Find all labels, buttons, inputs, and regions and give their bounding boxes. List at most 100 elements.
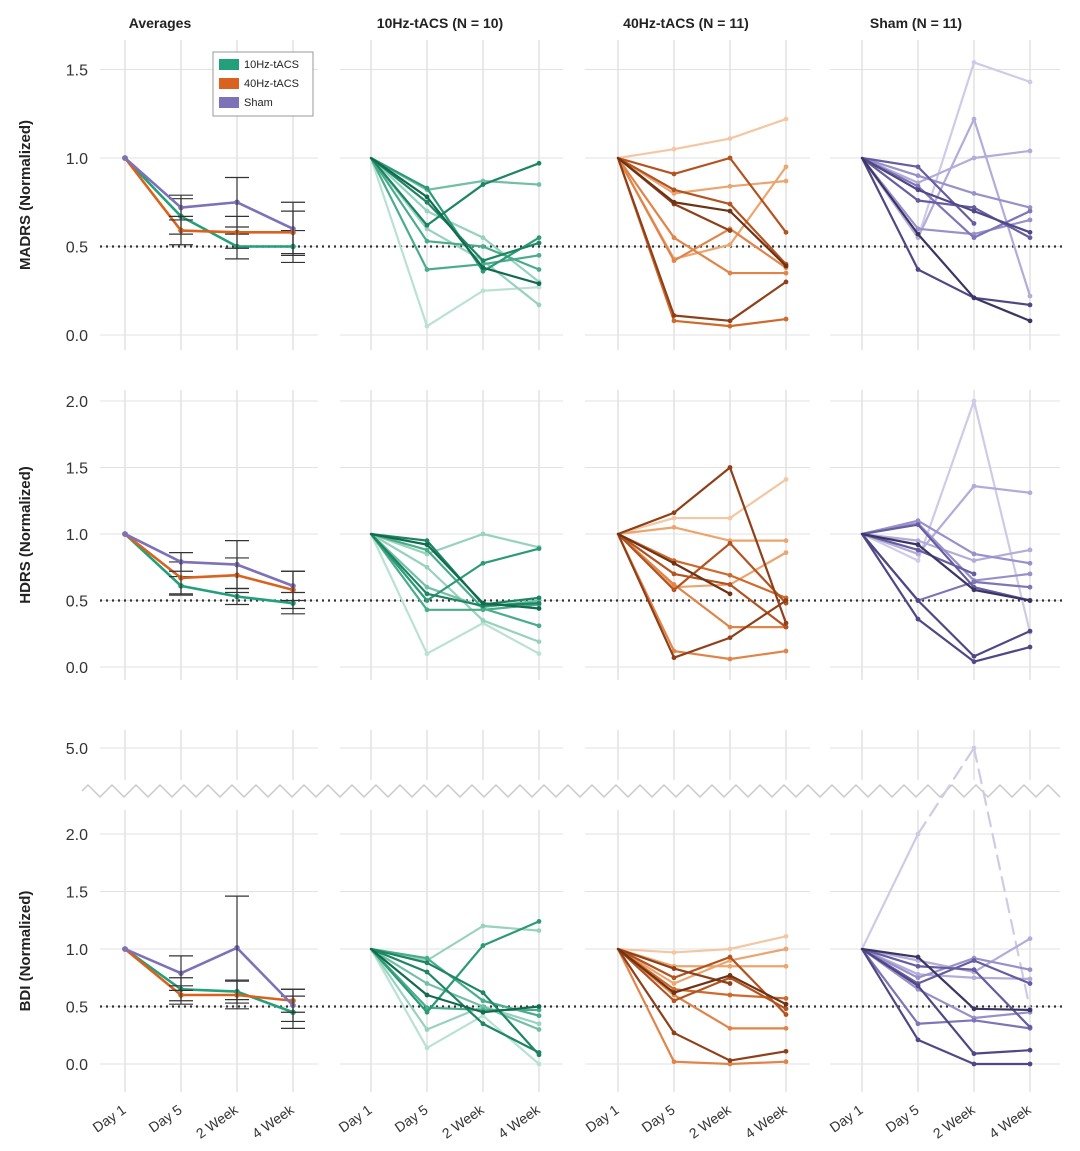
subject-10hz-segment <box>369 947 429 997</box>
subject-10hz-point <box>480 943 486 948</box>
average-point-Sham <box>122 531 128 537</box>
subject-40hz-point <box>671 515 677 521</box>
subject-sham-point <box>1027 148 1033 154</box>
subject-10hz-point <box>480 600 486 606</box>
subject-10hz-segment <box>369 156 429 199</box>
subject-40hz-segment <box>672 526 732 542</box>
subject-40hz-segment <box>728 955 788 1016</box>
subject-10hz-point <box>480 560 486 566</box>
subject-sham-point <box>1027 981 1033 986</box>
subject-10hz-point <box>480 182 486 187</box>
subject-sham-segment <box>916 117 976 239</box>
subject-10hz-point <box>536 1021 542 1027</box>
subject-10hz-segment <box>425 622 485 655</box>
subject-40hz-point <box>783 550 789 556</box>
subject-10hz-segment <box>481 532 541 549</box>
subject-10hz-point <box>424 992 430 998</box>
subject-10hz-segment <box>425 562 485 602</box>
subject-10hz-point <box>424 651 430 657</box>
subject-sham-segment <box>916 268 976 299</box>
subject-sham-segment <box>972 485 1032 494</box>
subject-10hz-segment <box>481 245 541 271</box>
subject-sham-segment <box>916 227 976 236</box>
subject-40hz-point <box>671 524 677 530</box>
subject-40hz-segment <box>616 156 676 191</box>
subject-40hz-point <box>783 263 789 269</box>
subject-10hz-point <box>424 542 430 548</box>
subject-sham-point <box>915 616 921 622</box>
subject-40hz-segment <box>616 156 676 317</box>
subject-sham-point <box>1027 293 1033 299</box>
subject-10hz-segment <box>425 210 485 239</box>
subject-10hz-segment <box>369 532 429 595</box>
subject-40hz-point <box>727 582 733 587</box>
subject-10hz-point <box>480 1009 486 1015</box>
average-line-40Hz-tACS <box>179 229 239 234</box>
subject-sham-segment <box>916 1019 976 1025</box>
column-title-sham: Sham (N = 11) <box>870 15 962 31</box>
subject-sham-point <box>971 745 977 751</box>
subject-10hz-segment <box>481 254 541 266</box>
subject-sham-segment <box>860 947 920 1025</box>
subject-10hz-segment <box>369 156 429 227</box>
subject-40hz-segment <box>728 165 788 246</box>
subject-10hz-segment <box>425 993 485 1014</box>
subject-40hz-point <box>783 598 789 603</box>
subject-10hz-segment <box>425 566 485 622</box>
subject-sham-segment <box>972 149 1032 160</box>
subject-sham-segment <box>916 618 976 663</box>
subject-40hz-segment <box>728 117 788 140</box>
subject-sham-segment <box>972 296 1032 322</box>
subject-sham-point <box>971 398 977 404</box>
subject-40hz-point <box>671 258 677 264</box>
subject-10hz-point <box>480 288 486 294</box>
subject-sham-point <box>971 483 977 489</box>
y-tick-label: 2.0 <box>66 827 88 844</box>
subject-sham-point <box>1027 490 1033 496</box>
x-tick-label: Day 1 <box>336 1101 375 1135</box>
subject-sham-point <box>971 295 977 301</box>
subject-sham-segment <box>972 296 1032 307</box>
y-tick-label: 1.0 <box>66 151 88 168</box>
subject-sham-point <box>1027 79 1033 85</box>
subject-10hz-segment <box>481 1005 541 1014</box>
subject-40hz-segment <box>728 478 788 520</box>
subject-sham-segment <box>860 156 920 202</box>
subject-10hz-point <box>480 1013 486 1019</box>
subject-10hz-point <box>480 618 486 623</box>
subject-10hz-segment <box>369 947 429 1050</box>
subject-10hz-point <box>536 600 542 606</box>
subject-sham-segment <box>972 61 1032 83</box>
subject-sham-point <box>971 975 977 981</box>
subject-sham-segment <box>972 548 1032 562</box>
subject-sham-segment <box>916 543 976 591</box>
subject-sham-point <box>915 187 921 193</box>
subject-40hz-point <box>783 164 789 170</box>
x-tick-label: Day 5 <box>146 1101 185 1135</box>
subject-10hz-point <box>480 1021 486 1027</box>
subject-40hz-segment <box>672 959 732 985</box>
y-tick-label: 1.5 <box>66 885 88 902</box>
average-line-Sham <box>235 200 295 231</box>
subject-10hz-segment <box>369 532 429 569</box>
subject-sham-point <box>915 173 921 179</box>
subject-40hz-segment <box>616 947 676 979</box>
subject-10hz-segment <box>481 241 541 262</box>
subject-10hz-segment <box>369 156 429 328</box>
subject-sham-segment <box>916 984 976 1055</box>
subject-10hz-point <box>536 651 542 657</box>
average-line-Sham <box>235 563 295 588</box>
subject-10hz-point <box>480 923 486 929</box>
average-line-40Hz-tACS <box>123 532 183 580</box>
subject-10hz-point <box>480 1004 486 1009</box>
average-line-Sham <box>179 200 239 209</box>
subject-sham-point <box>1027 302 1033 308</box>
subject-sham-point <box>1027 628 1033 634</box>
subject-sham-segment <box>916 165 976 225</box>
y-tick-label: 0.0 <box>66 1057 88 1074</box>
subject-10hz-point <box>424 591 430 597</box>
subject-sham-segment <box>860 832 920 951</box>
subject-10hz-point <box>536 595 542 601</box>
subject-40hz-segment <box>672 562 732 595</box>
